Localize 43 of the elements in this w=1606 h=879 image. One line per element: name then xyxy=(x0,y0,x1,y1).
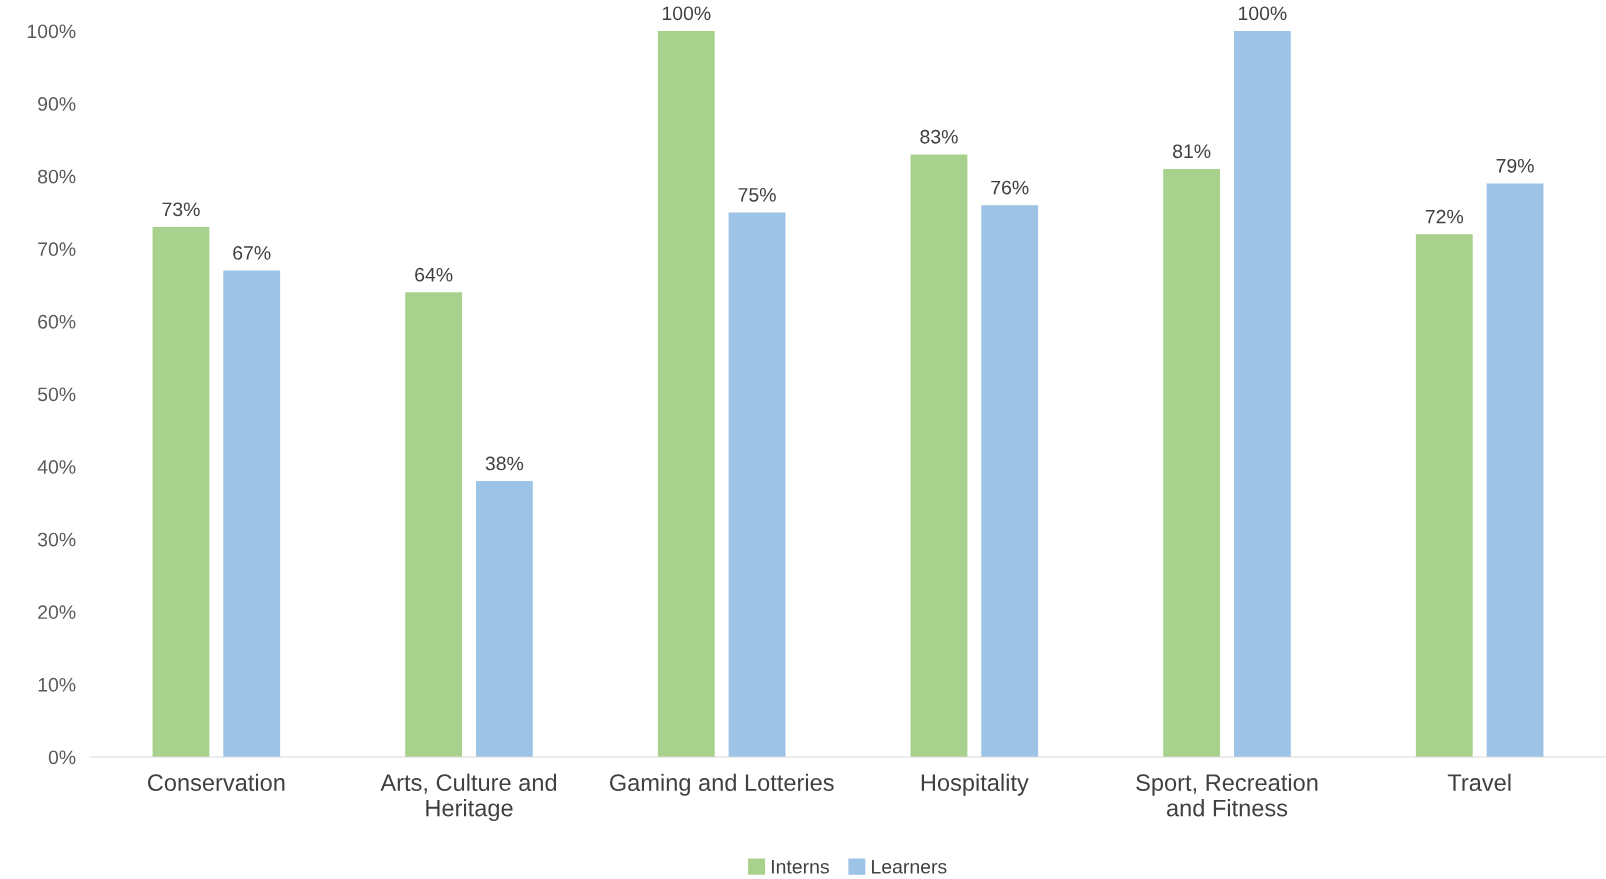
data-label: 100% xyxy=(662,6,711,21)
y-tick-label: 30% xyxy=(37,532,76,547)
y-tick-label: 60% xyxy=(38,314,76,329)
data-label: 79% xyxy=(1496,158,1534,173)
bar xyxy=(1486,183,1544,757)
data-label: 81% xyxy=(1173,144,1211,159)
y-tick-label: 0% xyxy=(48,750,76,765)
bar xyxy=(657,31,715,757)
x-tick-label: Gaming and Lotteries xyxy=(609,773,834,796)
x-tick-label: Conservation xyxy=(147,773,285,792)
y-tick-label: 10% xyxy=(38,677,76,692)
bar xyxy=(1163,168,1221,757)
bar xyxy=(223,270,281,757)
data-label: 38% xyxy=(485,456,524,471)
y-tick-label: 100% xyxy=(27,24,76,39)
data-label: 100% xyxy=(1238,6,1287,21)
y-tick-label: 50% xyxy=(37,387,76,402)
data-label: 67% xyxy=(233,246,271,260)
bar xyxy=(910,154,968,757)
bar xyxy=(981,205,1039,757)
data-label: 64% xyxy=(415,267,453,282)
bar xyxy=(152,227,210,757)
bar xyxy=(405,292,463,757)
x-tick-label: Hospitality xyxy=(921,773,1029,796)
x-tick-label: Sport, Recreation and Fitness xyxy=(1136,773,1318,817)
y-tick-label: 20% xyxy=(38,605,76,620)
data-label: 83% xyxy=(920,129,958,144)
x-tick-label: Travel xyxy=(1447,773,1511,792)
data-label: 72% xyxy=(1425,209,1464,224)
legend-label: Interns xyxy=(771,860,829,874)
bar xyxy=(1415,234,1473,757)
bar xyxy=(1233,31,1291,757)
data-label: 76% xyxy=(991,180,1029,195)
bar xyxy=(728,212,786,757)
y-tick-label: 40% xyxy=(37,460,76,474)
y-tick-label: 70% xyxy=(38,242,76,257)
legend-label: Learners xyxy=(872,860,947,874)
data-label: 75% xyxy=(738,188,776,202)
y-tick-label: 80% xyxy=(38,169,76,184)
data-label: 73% xyxy=(162,202,200,217)
y-tick-label: 90% xyxy=(38,97,76,111)
bar xyxy=(475,481,533,757)
x-tick-label: Arts, Culture and Heritage xyxy=(380,773,557,822)
